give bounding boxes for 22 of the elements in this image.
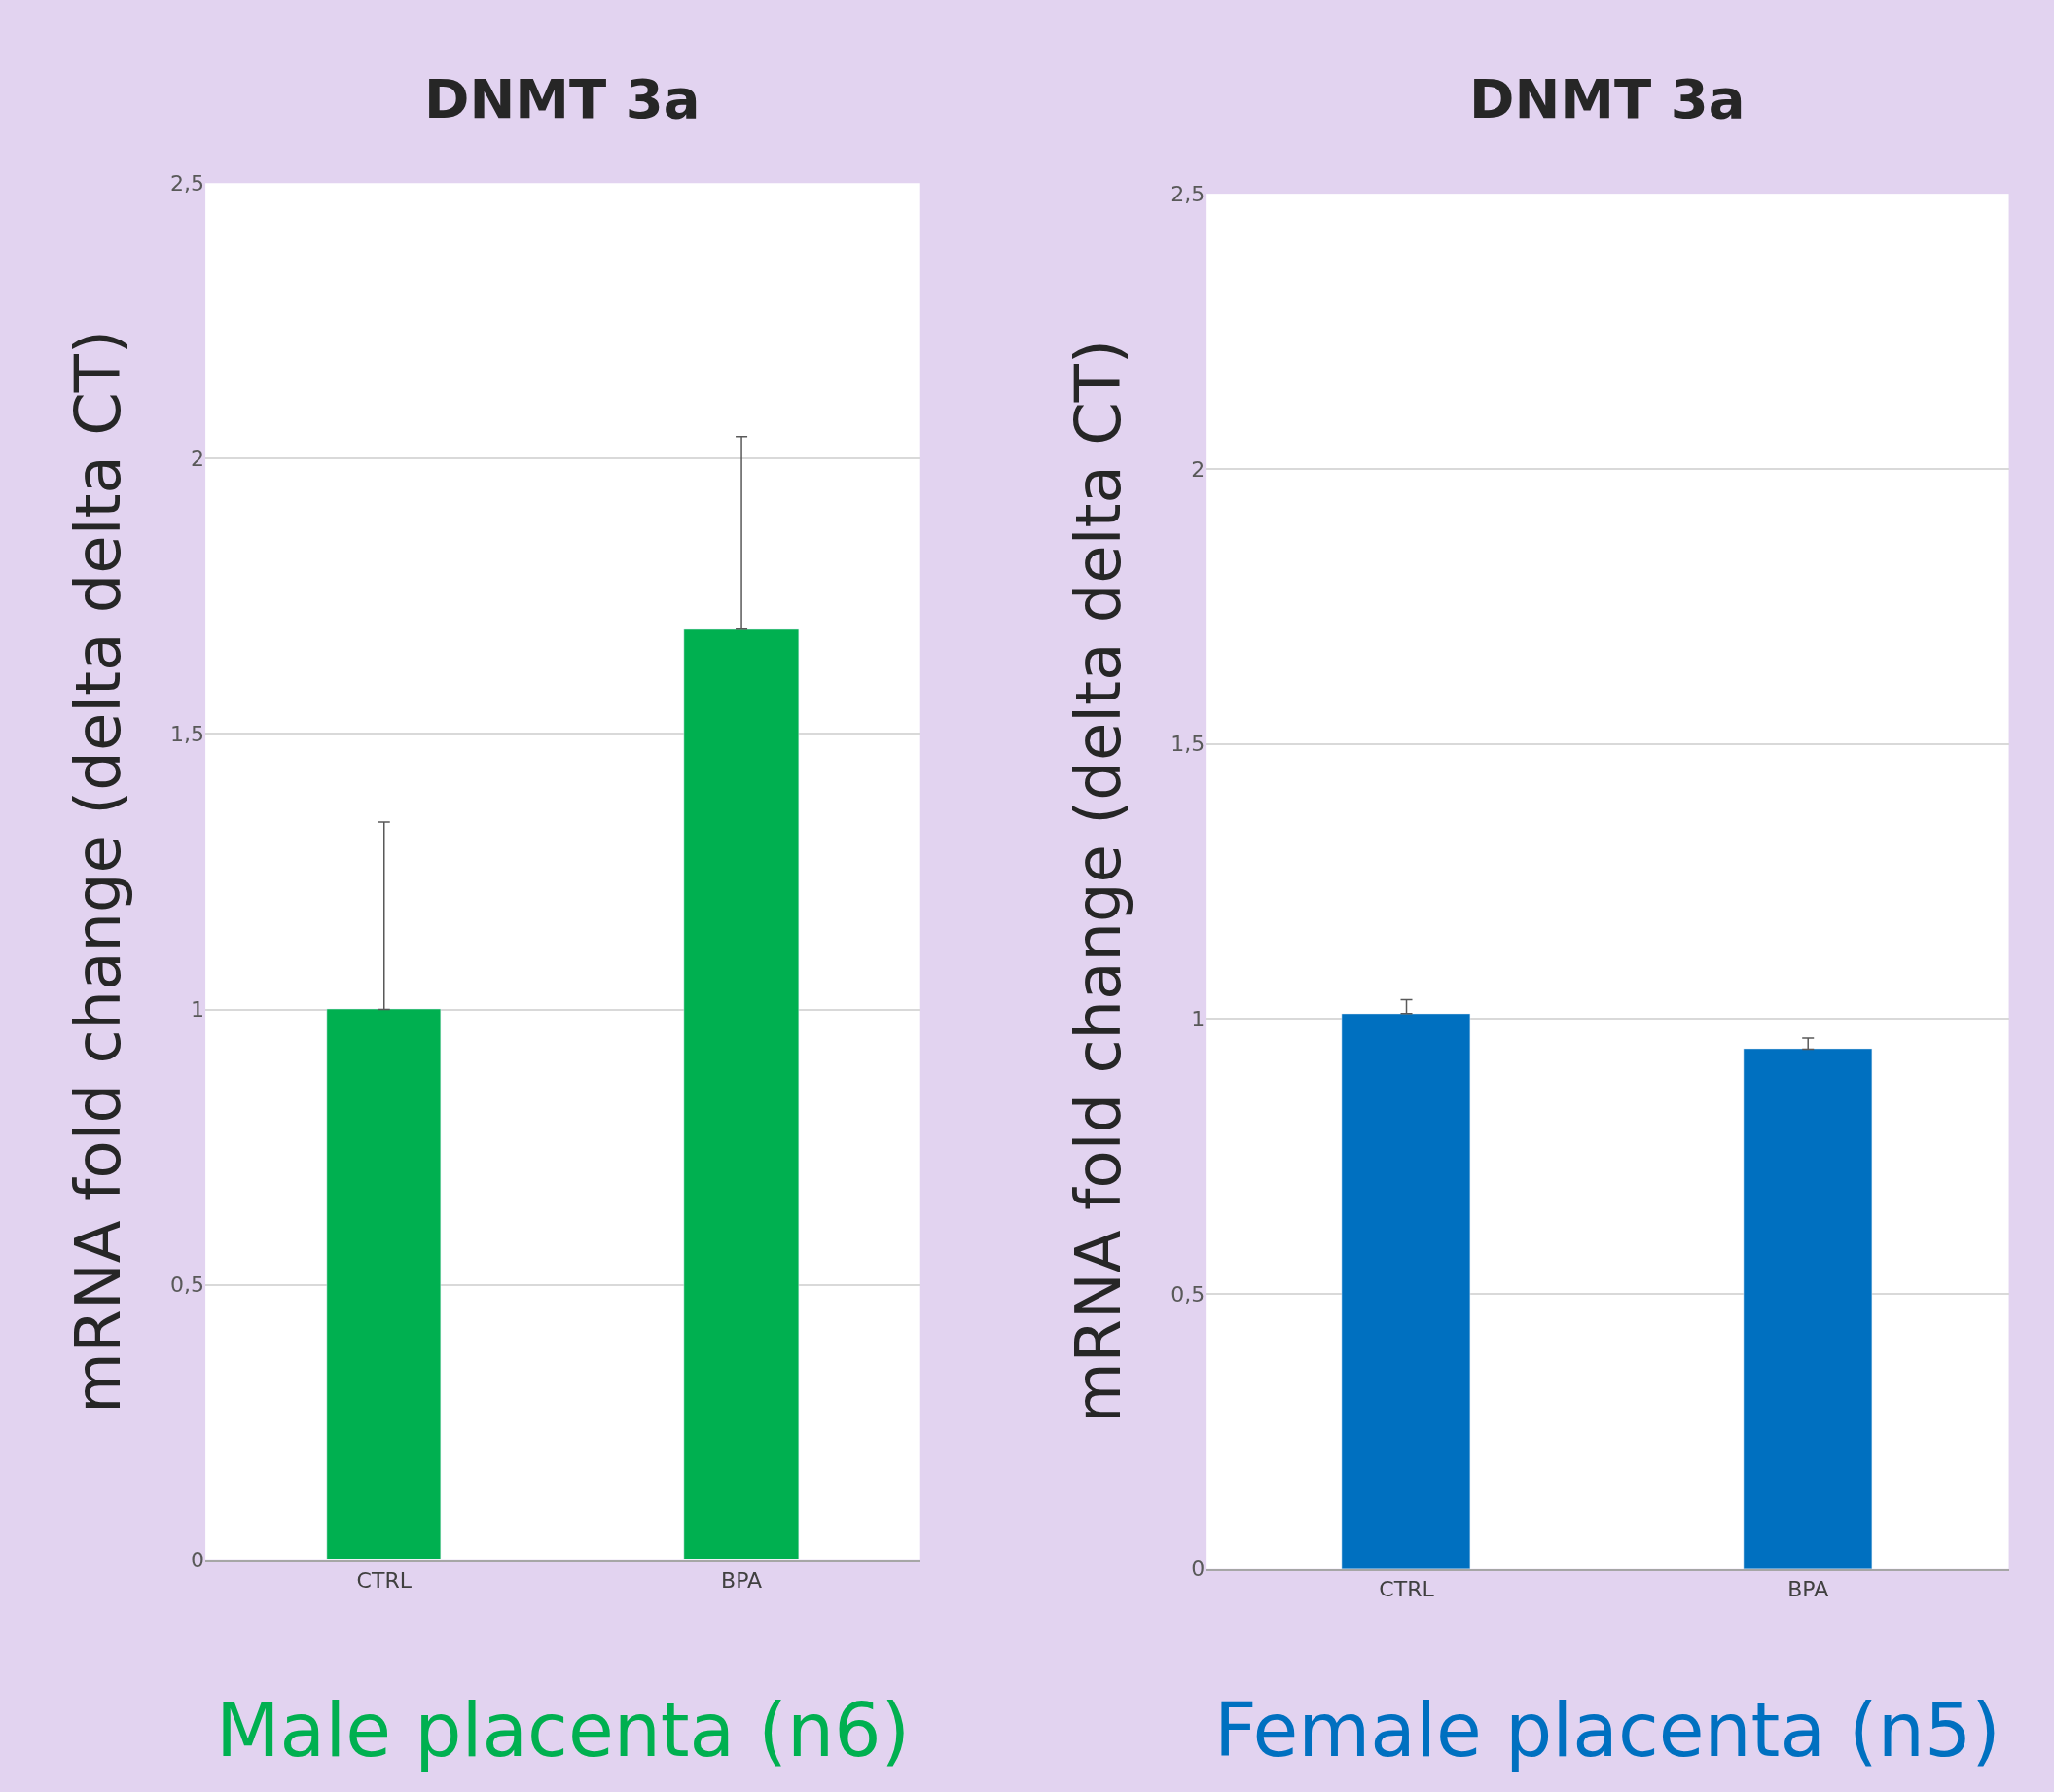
- x-tick-label: BPA: [721, 1568, 763, 1594]
- y-tick-label: 0,5: [1171, 1281, 1206, 1307]
- y-tick-label: 0: [1191, 1557, 1206, 1582]
- x-tick-label: CTRL: [356, 1568, 413, 1594]
- y-tick-label: 1,5: [1171, 732, 1206, 757]
- text: Male placenta (n6): [216, 1687, 911, 1774]
- y-tick-label: 0: [191, 1548, 205, 1573]
- y-axis-title: mRNA fold change (delta delta CT): [1063, 340, 1135, 1423]
- x-tick-label: CTRL: [1379, 1577, 1435, 1602]
- text: Female placenta (n5): [1214, 1687, 2000, 1774]
- x-tick-label: BPA: [1787, 1577, 1829, 1602]
- y-tick-label: 0,5: [170, 1272, 205, 1298]
- y-tick-label: 2: [191, 447, 205, 472]
- chart-title: DNMT 3a: [1469, 67, 1746, 130]
- y-tick-label: 1: [1191, 1007, 1206, 1032]
- y-tick-label: 1,5: [170, 722, 205, 747]
- chart-title: DNMT 3a: [424, 67, 701, 130]
- y-axis-title: mRNA fold change (delta delta CT): [62, 330, 135, 1414]
- y-tick-label: 2,5: [170, 170, 205, 196]
- y-tick-label: 2: [1191, 456, 1206, 482]
- y-tick-label: 1: [191, 997, 205, 1022]
- y-tick-label: 2,5: [1171, 181, 1206, 206]
